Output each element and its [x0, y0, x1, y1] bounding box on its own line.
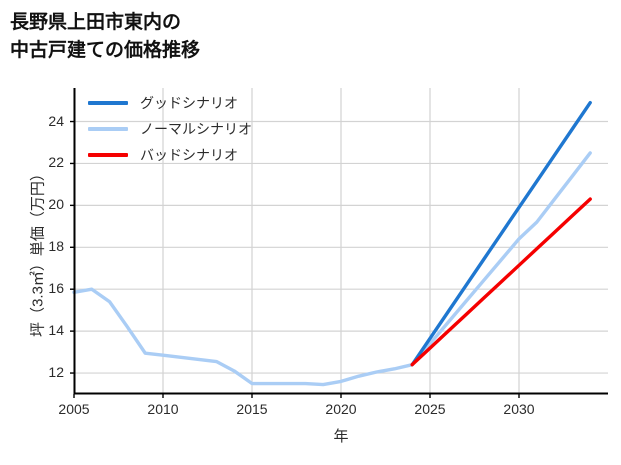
tick-marks — [70, 120, 520, 398]
legend-color-swatch — [88, 101, 128, 105]
legend-item[interactable]: グッドシナリオ — [88, 90, 252, 116]
y-tick-label: 12 — [48, 364, 64, 381]
y-tick-label: 16 — [48, 280, 64, 297]
legend-color-swatch — [88, 153, 128, 157]
y-tick-label: 20 — [48, 196, 64, 213]
x-tick-label: 2025 — [414, 401, 446, 417]
legend-label: ノーマルシナリオ — [140, 121, 252, 137]
series-lines — [72, 100, 592, 387]
x-tick-label: 2015 — [236, 401, 268, 417]
x-tick-label: 2030 — [503, 401, 535, 417]
chart-legend: グッドシナリオ ノーマルシナリオ バッドシナリオ — [88, 90, 252, 168]
axis-spines — [73, 88, 608, 395]
x-tick-label: 2020 — [325, 401, 357, 417]
legend-item[interactable]: ノーマルシナリオ — [88, 116, 252, 142]
y-tick-label: 22 — [48, 154, 64, 171]
legend-label: グッドシナリオ — [140, 95, 238, 111]
legend-color-swatch — [88, 127, 128, 131]
series-line — [72, 151, 592, 387]
chart-title: 長野県上田市東内の 中古戸建ての価格推移 — [10, 12, 201, 61]
x-axis-label: 年 — [333, 428, 349, 445]
y-tick-label: 14 — [48, 322, 64, 339]
series-line — [410, 100, 592, 367]
legend-item[interactable]: バッドシナリオ — [88, 142, 252, 168]
y-tick-label: 24 — [48, 112, 64, 129]
y-tick-label: 18 — [48, 238, 64, 255]
x-tick-label: 2005 — [58, 401, 90, 417]
x-tick-label: 2010 — [147, 401, 179, 417]
y-axis-label: 坪（3.3㎡）単価（万円） — [29, 166, 47, 337]
series-line — [410, 197, 592, 367]
legend-label: バッドシナリオ — [140, 147, 238, 163]
